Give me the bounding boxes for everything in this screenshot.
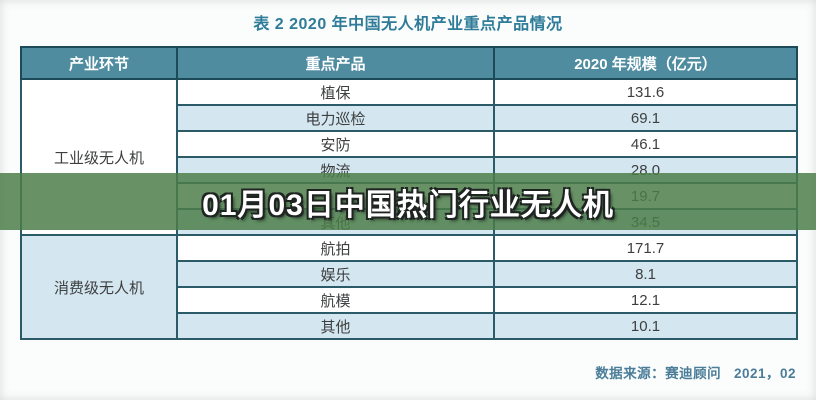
value-cell: 131.6: [493, 78, 798, 106]
product-cell: 安防: [176, 130, 495, 158]
value-cell: 171.7: [493, 234, 798, 262]
product-cell: 其他: [176, 312, 495, 340]
table-row: 电力巡检 69.1: [21, 104, 798, 132]
value-cell: 46.1: [493, 130, 798, 158]
table-title: 表 2 2020 年中国无人机产业重点产品情况: [253, 16, 563, 33]
table-row: 安防 46.1: [21, 130, 798, 158]
table-row: 其他 10.1: [21, 312, 798, 340]
banner-overlay: 01月03日中国热门行业无人机: [0, 173, 816, 230]
product-cell: 航模: [176, 286, 495, 314]
value-cell: 8.1: [493, 260, 798, 288]
column-header-2020-scale: 2020 年规模（亿元）: [493, 46, 798, 80]
product-cell: 电力巡检: [176, 104, 495, 132]
value-cell: 69.1: [493, 104, 798, 132]
value-cell: 10.1: [493, 312, 798, 340]
value-cell: 12.1: [493, 286, 798, 314]
table-row: 航模 12.1: [21, 286, 798, 314]
column-header-industry-segment: 产业环节: [20, 46, 178, 80]
table-row: 消费级无人机 航拍 171.7: [20, 234, 798, 340]
product-cell: 植保: [176, 78, 495, 106]
header-row: 产业环节 重点产品 2020 年规模（亿元）: [20, 46, 798, 80]
product-cell: 娱乐: [176, 260, 495, 288]
banner-title: 01月03日中国热门行业无人机: [202, 188, 614, 222]
table-row: 工业级无人机 植保 131.6: [20, 78, 798, 236]
product-cell: 航拍: [176, 234, 495, 262]
data-source-note: 数据来源：赛迪顾问 2021，02: [595, 366, 796, 381]
table-row: 娱乐 8.1: [21, 260, 798, 288]
category-cell-consumer: 消费级无人机: [20, 234, 178, 340]
column-header-key-product: 重点产品: [176, 46, 495, 80]
